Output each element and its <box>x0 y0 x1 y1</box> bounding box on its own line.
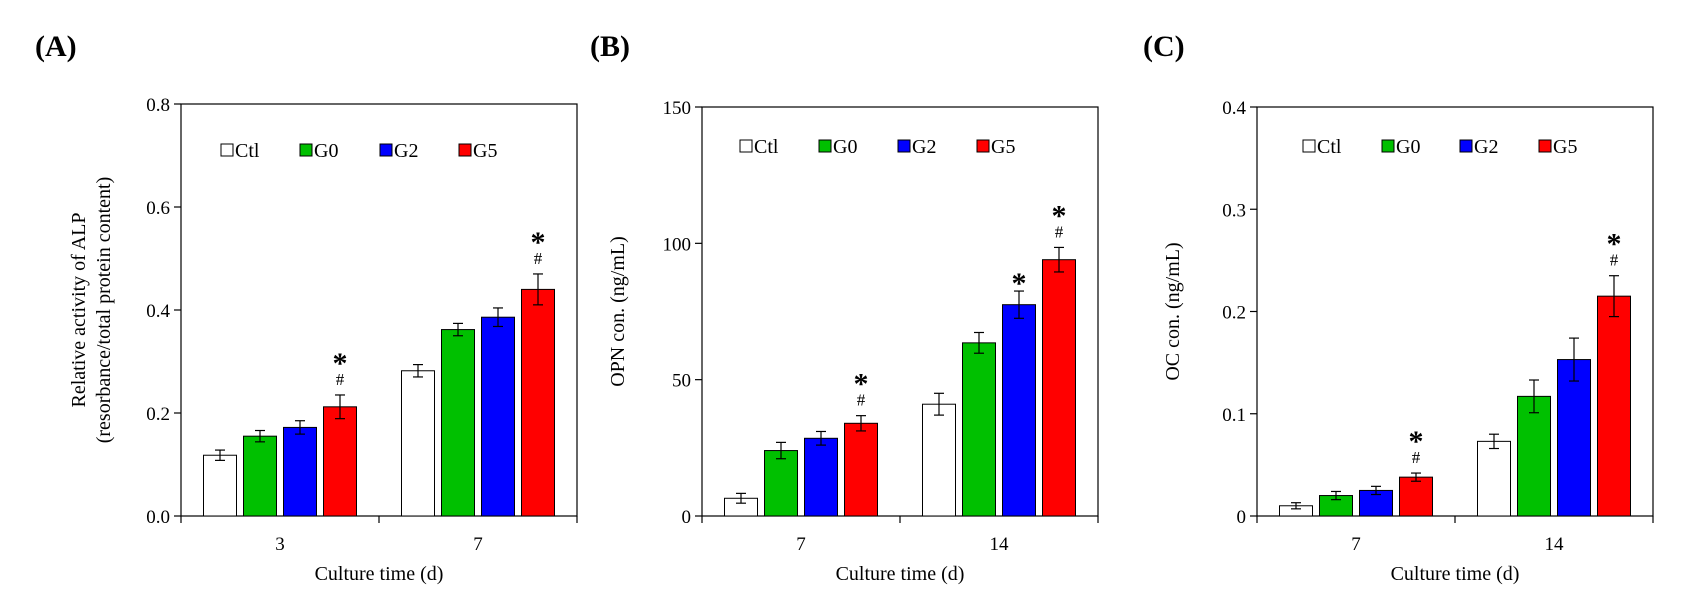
bar-g5 <box>323 406 357 517</box>
y-tick-label: 0.3 <box>1222 200 1246 221</box>
legend-swatch-g0 <box>818 139 832 153</box>
legend-swatch-ctl <box>1302 139 1316 153</box>
significance-star: * <box>1052 199 1067 232</box>
legend-swatch-g0 <box>1381 139 1395 153</box>
legend-swatch-g0 <box>299 143 313 157</box>
plot-frame <box>180 103 578 517</box>
panel-label: (B) <box>590 30 630 63</box>
panel-c: (C) 0 0.1 0.2 0.3 0.4 7 14 Culture time (d) OC co… <box>1143 30 1654 585</box>
significance-hash: # <box>857 391 866 410</box>
bar-g2 <box>804 437 838 517</box>
legend-label: G2 <box>1474 136 1498 158</box>
x-axis-title: Culture time (d) <box>836 563 965 585</box>
y-tick-label: 0.6 <box>146 198 170 219</box>
significance-hash: # <box>1412 448 1421 467</box>
legend-label: G5 <box>473 140 497 162</box>
legend-swatch-g5 <box>1538 139 1552 153</box>
bar-g2 <box>283 426 317 517</box>
bar-g5 <box>844 422 878 517</box>
y-tick-label: 0.2 <box>1222 303 1246 324</box>
legend-label: G0 <box>314 140 338 162</box>
y-tick-label: 100 <box>663 234 692 255</box>
legend-swatch-g5 <box>458 143 472 157</box>
bar-ctl <box>922 403 956 517</box>
x-axis-title: Culture time (d) <box>1391 563 1520 585</box>
legend-label: Ctl <box>235 140 260 162</box>
legend-swatch-g5 <box>976 139 990 153</box>
significance-hash: # <box>1610 251 1619 270</box>
significance-star: * <box>854 368 869 401</box>
legend-swatch-g2 <box>379 143 393 157</box>
panel-label: (A) <box>35 30 77 63</box>
bar-ctl <box>1477 440 1511 517</box>
legend-label: G0 <box>833 136 857 158</box>
x-tick-label: 7 <box>1351 534 1361 555</box>
significance-star: * <box>1409 425 1424 458</box>
bar-g2 <box>481 316 515 517</box>
y-axis-title: OPN con. (ng/mL) <box>607 236 629 387</box>
legend-label: Ctl <box>754 136 779 158</box>
bar-g2 <box>1557 359 1591 517</box>
y-tick-label: 0 <box>1237 507 1247 528</box>
y-tick-label: 150 <box>663 98 692 119</box>
bar-g0 <box>441 329 475 517</box>
significance-star: * <box>1012 267 1027 300</box>
x-tick-label: 7 <box>796 534 806 555</box>
plot-frame <box>701 106 1099 517</box>
y-axis-title: (resorbance/total protein content) <box>93 177 115 444</box>
bar-g0 <box>243 435 277 517</box>
y-tick-label: 0.2 <box>146 404 170 425</box>
significance-hash: # <box>1055 222 1064 241</box>
x-tick-label: 3 <box>275 534 285 555</box>
bar-g2 <box>1002 304 1036 517</box>
legend-label: G2 <box>394 140 418 162</box>
significance-star: * <box>333 347 348 380</box>
legend-label: G2 <box>912 136 936 158</box>
y-tick-label: 0.8 <box>146 95 170 116</box>
bar-g0 <box>764 450 798 517</box>
y-tick-label: 0.0 <box>146 507 170 528</box>
legend-swatch-g2 <box>1459 139 1473 153</box>
legend-swatch-g2 <box>897 139 911 153</box>
y-tick-label: 0.4 <box>146 301 170 322</box>
y-tick-label: 0 <box>682 507 692 528</box>
y-tick-label: 50 <box>672 371 691 392</box>
panel-label: (C) <box>1143 30 1185 63</box>
bar-g5 <box>521 288 555 517</box>
plot-frame <box>1256 106 1654 517</box>
y-tick-label: 0.1 <box>1222 405 1246 426</box>
bar-g0 <box>1517 395 1551 517</box>
bar-g5 <box>1399 476 1433 517</box>
bar-g5 <box>1042 259 1076 517</box>
panel-b: (B) 0 50 100 150 7 14 Culture time (d) OPN con. … <box>590 30 1099 585</box>
legend-swatch-ctl <box>739 139 753 153</box>
significance-star: * <box>1607 228 1622 261</box>
x-axis-title: Culture time (d) <box>315 563 444 585</box>
x-tick-label: 7 <box>473 534 483 555</box>
bar-g0 <box>962 342 996 517</box>
significance-star: * <box>531 226 546 259</box>
legend-label: Ctl <box>1317 136 1342 158</box>
panel-a: (A) 0.0 0.2 0.4 0.6 0.8 3 7 Culture time (d) Rela… <box>35 30 578 585</box>
significance-hash: # <box>534 249 543 268</box>
bar-g5 <box>1597 295 1631 517</box>
legend-label: G5 <box>991 136 1015 158</box>
bar-ctl <box>203 454 237 517</box>
y-axis-title: Relative activity of ALP <box>68 213 90 408</box>
legend-label: G5 <box>1553 136 1577 158</box>
legend-swatch-ctl <box>220 143 234 157</box>
significance-hash: # <box>336 370 345 389</box>
legend-label: G0 <box>1396 136 1420 158</box>
x-tick-label: 14 <box>1545 534 1565 555</box>
bar-ctl <box>401 370 435 517</box>
y-tick-label: 0.4 <box>1222 98 1246 119</box>
x-tick-label: 14 <box>990 534 1010 555</box>
y-axis-title: OC con. (ng/mL) <box>1162 242 1184 380</box>
